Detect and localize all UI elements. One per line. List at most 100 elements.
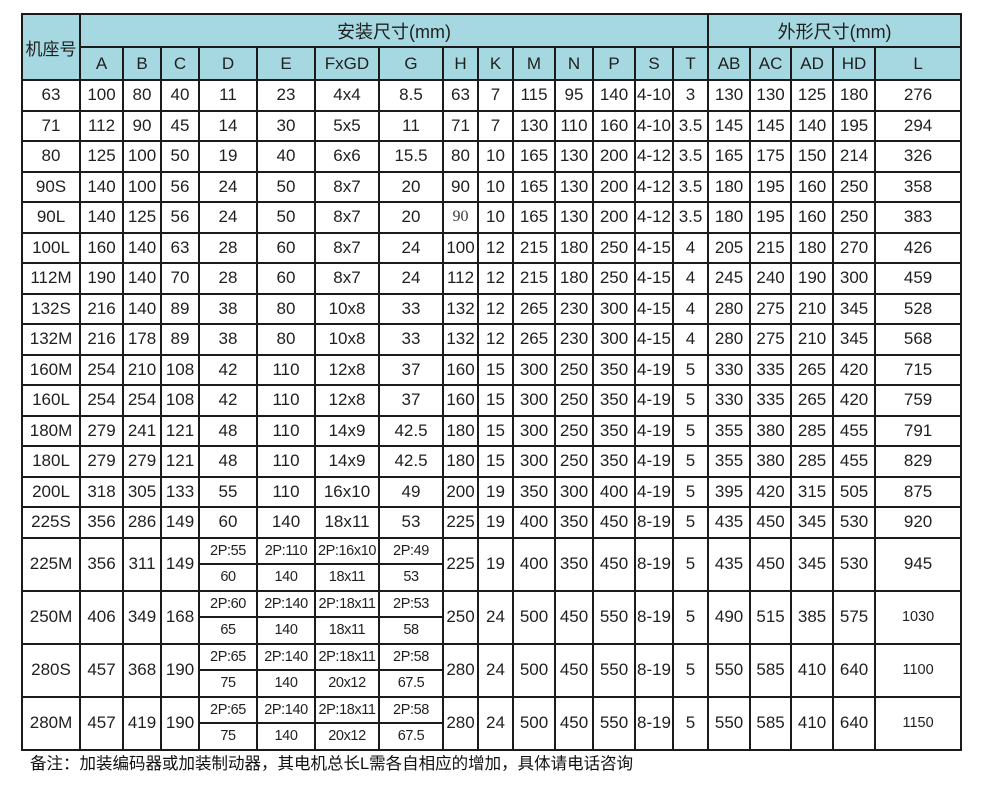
cell-d: 14 [198, 109, 258, 142]
cell-m: 165 [512, 201, 556, 234]
cell-ab: 145 [707, 109, 752, 142]
cell-s: 4-12 [634, 140, 674, 173]
cell-e: 110 [256, 475, 316, 508]
cell-fxgd-2p: 2P:16x10 [314, 536, 380, 565]
cell-ac: 515 [749, 589, 793, 645]
cell-fxgd-std: 20x12 [314, 722, 380, 751]
cell-g-2p: 2P:53 [378, 589, 444, 618]
cell-p: 350 [592, 445, 636, 478]
table-row: 160M 254 210 108 42 110 12x8 37 160 15 300 250 350 4-… [21, 353, 963, 386]
cell-p: 550 [592, 589, 636, 645]
cell-t: 5 [671, 445, 710, 478]
cell-fxgd-std: 18x11 [314, 563, 380, 592]
col-header-ad: AD [790, 46, 835, 81]
cell-b: 140 [122, 292, 162, 325]
cell-s: 4-19 [634, 353, 674, 386]
cell-ad: 410 [790, 642, 835, 698]
cell-hd: 530 [832, 536, 877, 592]
cell-d: 55 [198, 475, 258, 508]
cell-b: 305 [122, 475, 162, 508]
cell-ad: 160 [790, 170, 835, 203]
cell-g-std: 67.5 [378, 669, 444, 698]
cell-p: 250 [592, 262, 636, 295]
cell-fxgd-std: 20x12 [314, 669, 380, 698]
cell-g: 24 [378, 231, 444, 264]
cell-p: 450 [592, 536, 636, 592]
cell-ab: 330 [707, 353, 752, 386]
cell-g: 42.5 [378, 414, 444, 447]
col-header-ab: AB [707, 46, 752, 81]
cell-s: 4-19 [634, 414, 674, 447]
cell-t: 4 [671, 262, 710, 295]
cell-d-std: 75 [198, 669, 258, 698]
cell-fxgd: 14x9 [314, 445, 380, 478]
cell-fxgd-2p: 2P:18x11 [314, 642, 380, 671]
cell-m: 165 [512, 140, 556, 173]
table-row: 132S 216 140 89 38 80 10x8 33 132 12 265 230 300 4-15… [21, 292, 963, 325]
cell-s: 8-19 [634, 695, 674, 751]
cell-p: 200 [592, 140, 636, 173]
cell-ac: 130 [749, 79, 793, 112]
cell-n: 250 [554, 414, 594, 447]
cell-k: 15 [477, 384, 514, 417]
cell-e-2p: 2P:140 [256, 642, 316, 671]
table-row: 180L 279 279 121 48 110 14x9 42.5 180 15 300 250 350… [21, 445, 963, 478]
cell-ac: 195 [749, 170, 793, 203]
table-body: 63 100 80 40 11 23 4x4 8.5 63 7 115 95 140 4-10 3 130 13… [21, 79, 963, 751]
table-row-sub: 75 140 20x12 67.5 [22, 722, 961, 751]
cell-k: 7 [477, 109, 514, 142]
frame-cell: 225M [21, 536, 81, 592]
table-row: 280M 457 419 190 2P:65 2P:140 2P:18x11 2P:58 280… [21, 695, 963, 751]
cell-b: 286 [122, 506, 162, 539]
cell-s: 8-19 [634, 536, 674, 592]
cell-n: 350 [554, 536, 594, 592]
cell-k: 10 [477, 201, 514, 234]
cell-ab: 435 [707, 536, 752, 592]
cell-l: 829 [874, 445, 963, 478]
cell-d: 42 [198, 353, 258, 386]
table-row: 200L 318 305 133 55 110 16x10 49 200 19 350 300 400 4… [21, 475, 963, 508]
cell-c: 149 [160, 536, 200, 592]
frame-column-header: 机座号 [21, 13, 81, 81]
cell-ac: 380 [749, 445, 793, 478]
cell-l: 294 [874, 109, 963, 142]
cell-m: 300 [512, 384, 556, 417]
col-header-d: D [198, 46, 258, 81]
cell-h: 80 [442, 140, 479, 173]
cell-d: 24 [198, 201, 258, 234]
table-row: 132M 216 178 89 38 80 10x8 33 132 12 265 230 300 4-15… [21, 323, 963, 356]
cell-h: 250 [442, 589, 479, 645]
cell-ab: 245 [707, 262, 752, 295]
cell-e-2p: 2P:140 [256, 589, 316, 618]
cell-s: 4-15 [634, 231, 674, 264]
cell-p: 300 [592, 323, 636, 356]
cell-a: 318 [79, 475, 124, 508]
cell-s: 4-19 [634, 475, 674, 508]
cell-ac: 175 [749, 140, 793, 173]
cell-fxgd: 18x11 [314, 506, 380, 539]
col-header-a: A [79, 46, 124, 81]
cell-ad: 265 [790, 353, 835, 386]
cell-a: 254 [79, 384, 124, 417]
cell-ab: 550 [707, 642, 752, 698]
cell-c: 121 [160, 414, 200, 447]
cell-p: 160 [592, 109, 636, 142]
cell-h: 280 [442, 642, 479, 698]
cell-h: 225 [442, 536, 479, 592]
frame-cell: 200L [21, 475, 81, 508]
cell-k: 15 [477, 445, 514, 478]
cell-fxgd: 8x7 [314, 262, 380, 295]
cell-a: 216 [79, 323, 124, 356]
cell-e: 80 [256, 292, 316, 325]
install-dimensions-group-header: 安装尺寸(mm) [78, 13, 710, 48]
col-header-fxgd: FxGD [314, 46, 380, 81]
cell-t: 3.5 [671, 140, 710, 173]
cell-c: 70 [160, 262, 200, 295]
cell-l: 1030 [874, 589, 963, 645]
cell-ad: 315 [790, 475, 835, 508]
cell-hd: 345 [832, 323, 877, 356]
cell-fxgd: 14x9 [314, 414, 380, 447]
cell-n: 180 [554, 262, 594, 295]
cell-g-std: 58 [378, 616, 444, 645]
cell-k: 19 [477, 536, 514, 592]
